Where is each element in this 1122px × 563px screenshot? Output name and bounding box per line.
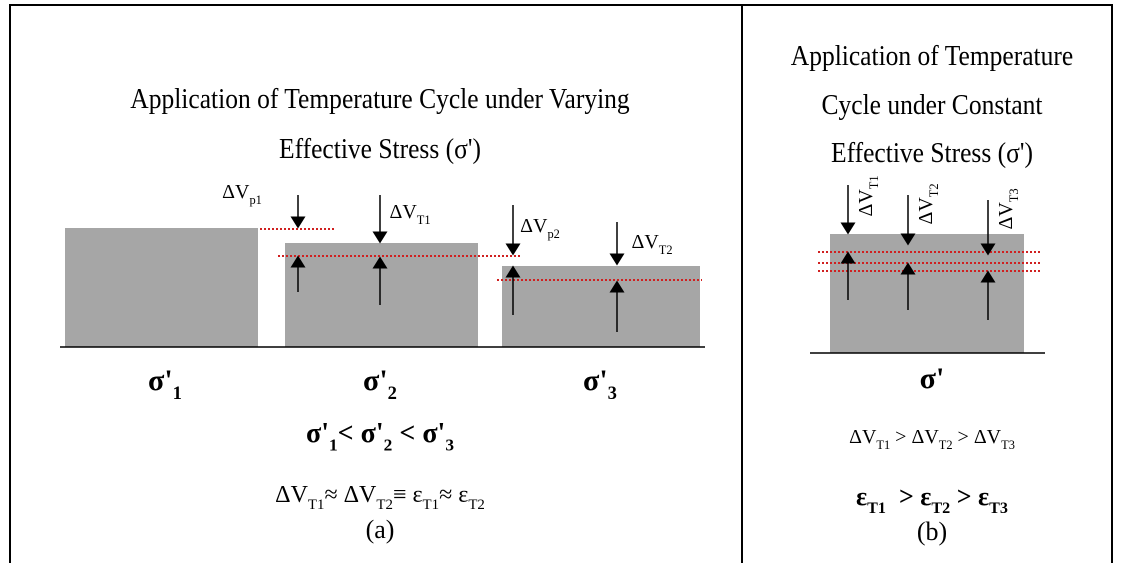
symbol: σ' — [306, 418, 329, 449]
equivalence: εT1 > εT2 > εT3 — [856, 482, 1008, 517]
stress-label: σ'1 — [148, 364, 182, 404]
subscript: 3 — [608, 383, 617, 404]
symbol: ΔV — [389, 201, 417, 223]
frame — [9, 4, 1113, 563]
volume-change-label: ΔVp2 — [520, 215, 560, 241]
text: ≈ — [439, 482, 458, 508]
relation: σ'1< σ'2 < σ'3 — [306, 418, 454, 454]
stress-label: σ'3 — [583, 364, 617, 404]
panel-title: Application of Temperature Cycle under V… — [130, 83, 630, 115]
subscript: T2 — [376, 497, 393, 513]
text: > — [953, 426, 974, 448]
subscript: T1 — [867, 175, 881, 189]
panel-title: Cycle under Constant — [822, 89, 1043, 121]
symbol: ΔV — [915, 197, 937, 225]
subscript: T2 — [939, 438, 953, 452]
stress-label: σ'2 — [363, 364, 397, 404]
arrows-a — [290, 195, 625, 332]
symbol: σ' — [148, 364, 173, 397]
symbol: ΔV — [275, 482, 308, 508]
subscript: 2 — [384, 435, 393, 454]
shapes-b — [810, 185, 1045, 354]
text: > — [886, 482, 920, 511]
subscript: T2 — [931, 500, 950, 517]
subscript: p1 — [249, 193, 261, 207]
shapes-a — [65, 228, 700, 347]
equivalence: ΔVT1≈ ΔVT2≡ εT1≈ εT2 — [275, 482, 485, 513]
symbol: ΔV — [631, 231, 659, 253]
subscript: p2 — [547, 227, 559, 241]
symbol: ΔV — [855, 189, 877, 217]
subscript: T3 — [1001, 438, 1015, 452]
subscript: T3 — [989, 500, 1008, 517]
subscript: 2 — [388, 383, 397, 404]
symbol: ΔV — [911, 426, 939, 448]
relation: ΔVT1 > ΔVT2 > ΔVT3 — [849, 426, 1015, 452]
panel-title: Application of Temperature — [791, 40, 1073, 72]
symbol: ΔV — [849, 426, 877, 448]
symbol: ε — [920, 482, 931, 511]
symbol: σ' — [422, 418, 445, 449]
symbol: σ' — [363, 364, 388, 397]
volume-change-label: ΔVT1 — [389, 201, 430, 227]
panel-title: Effective Stress (σ') — [279, 133, 481, 165]
symbol: ΔV — [344, 482, 377, 508]
symbol: ε — [412, 482, 422, 508]
subscript: T1 — [417, 213, 431, 227]
symbol: ΔV — [995, 202, 1017, 230]
subscript: T3 — [1007, 188, 1021, 202]
symbol: ΔV — [520, 215, 548, 237]
symbol: ε — [856, 482, 867, 511]
text: > — [890, 426, 911, 448]
symbol: ε — [978, 482, 989, 511]
text: ≡ — [393, 482, 413, 508]
subscript: 1 — [173, 383, 182, 404]
levels-a — [260, 228, 702, 281]
symbol: σ' — [920, 362, 945, 395]
subscript: T2 — [659, 243, 673, 257]
symbol: σ' — [583, 364, 608, 397]
symbol: ε — [458, 482, 468, 508]
text: ≈ — [324, 482, 343, 508]
volume-change-label: ΔVT2 — [631, 231, 672, 257]
subscript: 1 — [329, 435, 338, 454]
subscript: T2 — [927, 183, 941, 197]
subscript: T2 — [468, 497, 485, 513]
volume-change-label: ΔVT3 — [995, 188, 1021, 229]
volume-change-label: ΔVT1 — [855, 175, 881, 216]
symbol: ΔV — [974, 426, 1002, 448]
subscript: T1 — [423, 497, 440, 513]
volume-change-label: ΔVp1 — [222, 181, 262, 207]
caption: (a) — [366, 515, 395, 544]
symbol: σ' — [361, 418, 384, 449]
caption: (b) — [917, 517, 947, 546]
subscript: T1 — [876, 438, 890, 452]
subscript: T1 — [867, 500, 886, 517]
text: < — [338, 418, 361, 449]
stress-label: σ' — [920, 362, 945, 395]
subscript: T1 — [308, 497, 325, 513]
text: < — [392, 418, 422, 449]
volume-change-label: ΔVT2 — [915, 183, 941, 224]
symbol: ΔV — [222, 181, 250, 203]
panel-title: Effective Stress (σ') — [831, 137, 1033, 169]
text: > — [950, 482, 978, 511]
subscript: 3 — [445, 435, 454, 454]
